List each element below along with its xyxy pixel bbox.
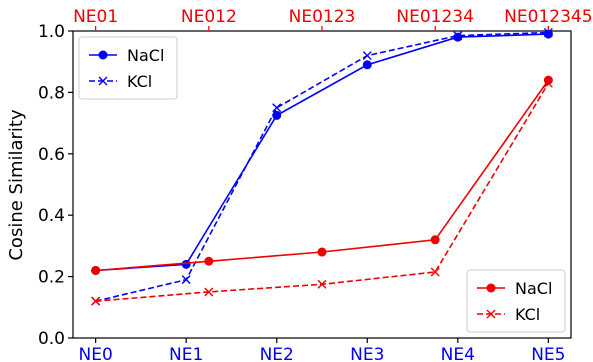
y-tick-label: 0.8 — [38, 83, 65, 103]
legend-lower-right: NaCl KCl — [466, 269, 566, 333]
data-point — [543, 78, 553, 88]
x-bottom-tick-label: NE5 — [531, 345, 565, 362]
data-point — [362, 60, 372, 70]
x-bottom-tick-label: NE0 — [78, 345, 112, 362]
y-axis-label: Cosine Similarity — [6, 109, 27, 261]
data-point — [272, 103, 282, 113]
legend-marker — [486, 283, 496, 293]
data-point — [430, 235, 440, 245]
series-line — [95, 31, 549, 302]
data-point — [362, 51, 372, 61]
data-point — [181, 259, 191, 269]
x-bottom-tick-label: NE2 — [260, 345, 294, 362]
data-point — [91, 296, 101, 306]
data-point — [204, 287, 214, 297]
x-top-tick-label: NE012345 — [504, 7, 592, 27]
plot-area: 0.0 0.2 0.4 0.6 0.8 1.0 NE0 NE1 NE2 NE3 NE4 NE5 NE01… — [38, 7, 593, 362]
series-line — [95, 82, 550, 302]
y-tick-label: 0.0 — [38, 329, 65, 349]
data-point — [317, 247, 327, 257]
x-top-tick-label: NE0123 — [289, 7, 356, 27]
legend-label: KCl — [127, 72, 152, 91]
data-point — [317, 279, 327, 289]
series-red-kcl — [91, 78, 553, 306]
data-point — [204, 256, 214, 266]
legend-marker — [98, 50, 108, 60]
data-point — [181, 275, 191, 285]
data-point — [543, 28, 553, 38]
x-top-tick-label: NE012 — [181, 7, 237, 27]
x-top-tick-label: NE01 — [73, 7, 118, 27]
y-tick-label: 0.6 — [38, 145, 65, 165]
data-point — [91, 265, 101, 275]
data-point — [430, 267, 440, 277]
x-top-tick-label: NE01234 — [396, 7, 474, 27]
data-point — [272, 110, 282, 120]
legend-label: NaCl — [127, 46, 164, 65]
x-bottom-tick-label: NE4 — [441, 345, 475, 362]
legend-marker — [98, 76, 108, 86]
data-point — [543, 29, 553, 39]
x-bottom-tick-label: NE3 — [350, 345, 384, 362]
legend-label: KCl — [515, 305, 540, 324]
legend-upper-left: NaCl KCl — [78, 36, 178, 100]
x-bottom-tick-label: NE1 — [169, 345, 203, 362]
series-line — [95, 79, 550, 272]
y-tick-label: 0.4 — [38, 206, 65, 226]
legend-label: NaCl — [515, 279, 552, 298]
y-tick-label: 1.0 — [38, 22, 65, 42]
data-point — [453, 31, 463, 41]
data-point — [453, 32, 463, 42]
legend-marker — [486, 309, 496, 319]
y-tick-label: 0.2 — [38, 268, 65, 288]
series-line — [95, 33, 549, 272]
series-red-nacl — [91, 75, 553, 275]
